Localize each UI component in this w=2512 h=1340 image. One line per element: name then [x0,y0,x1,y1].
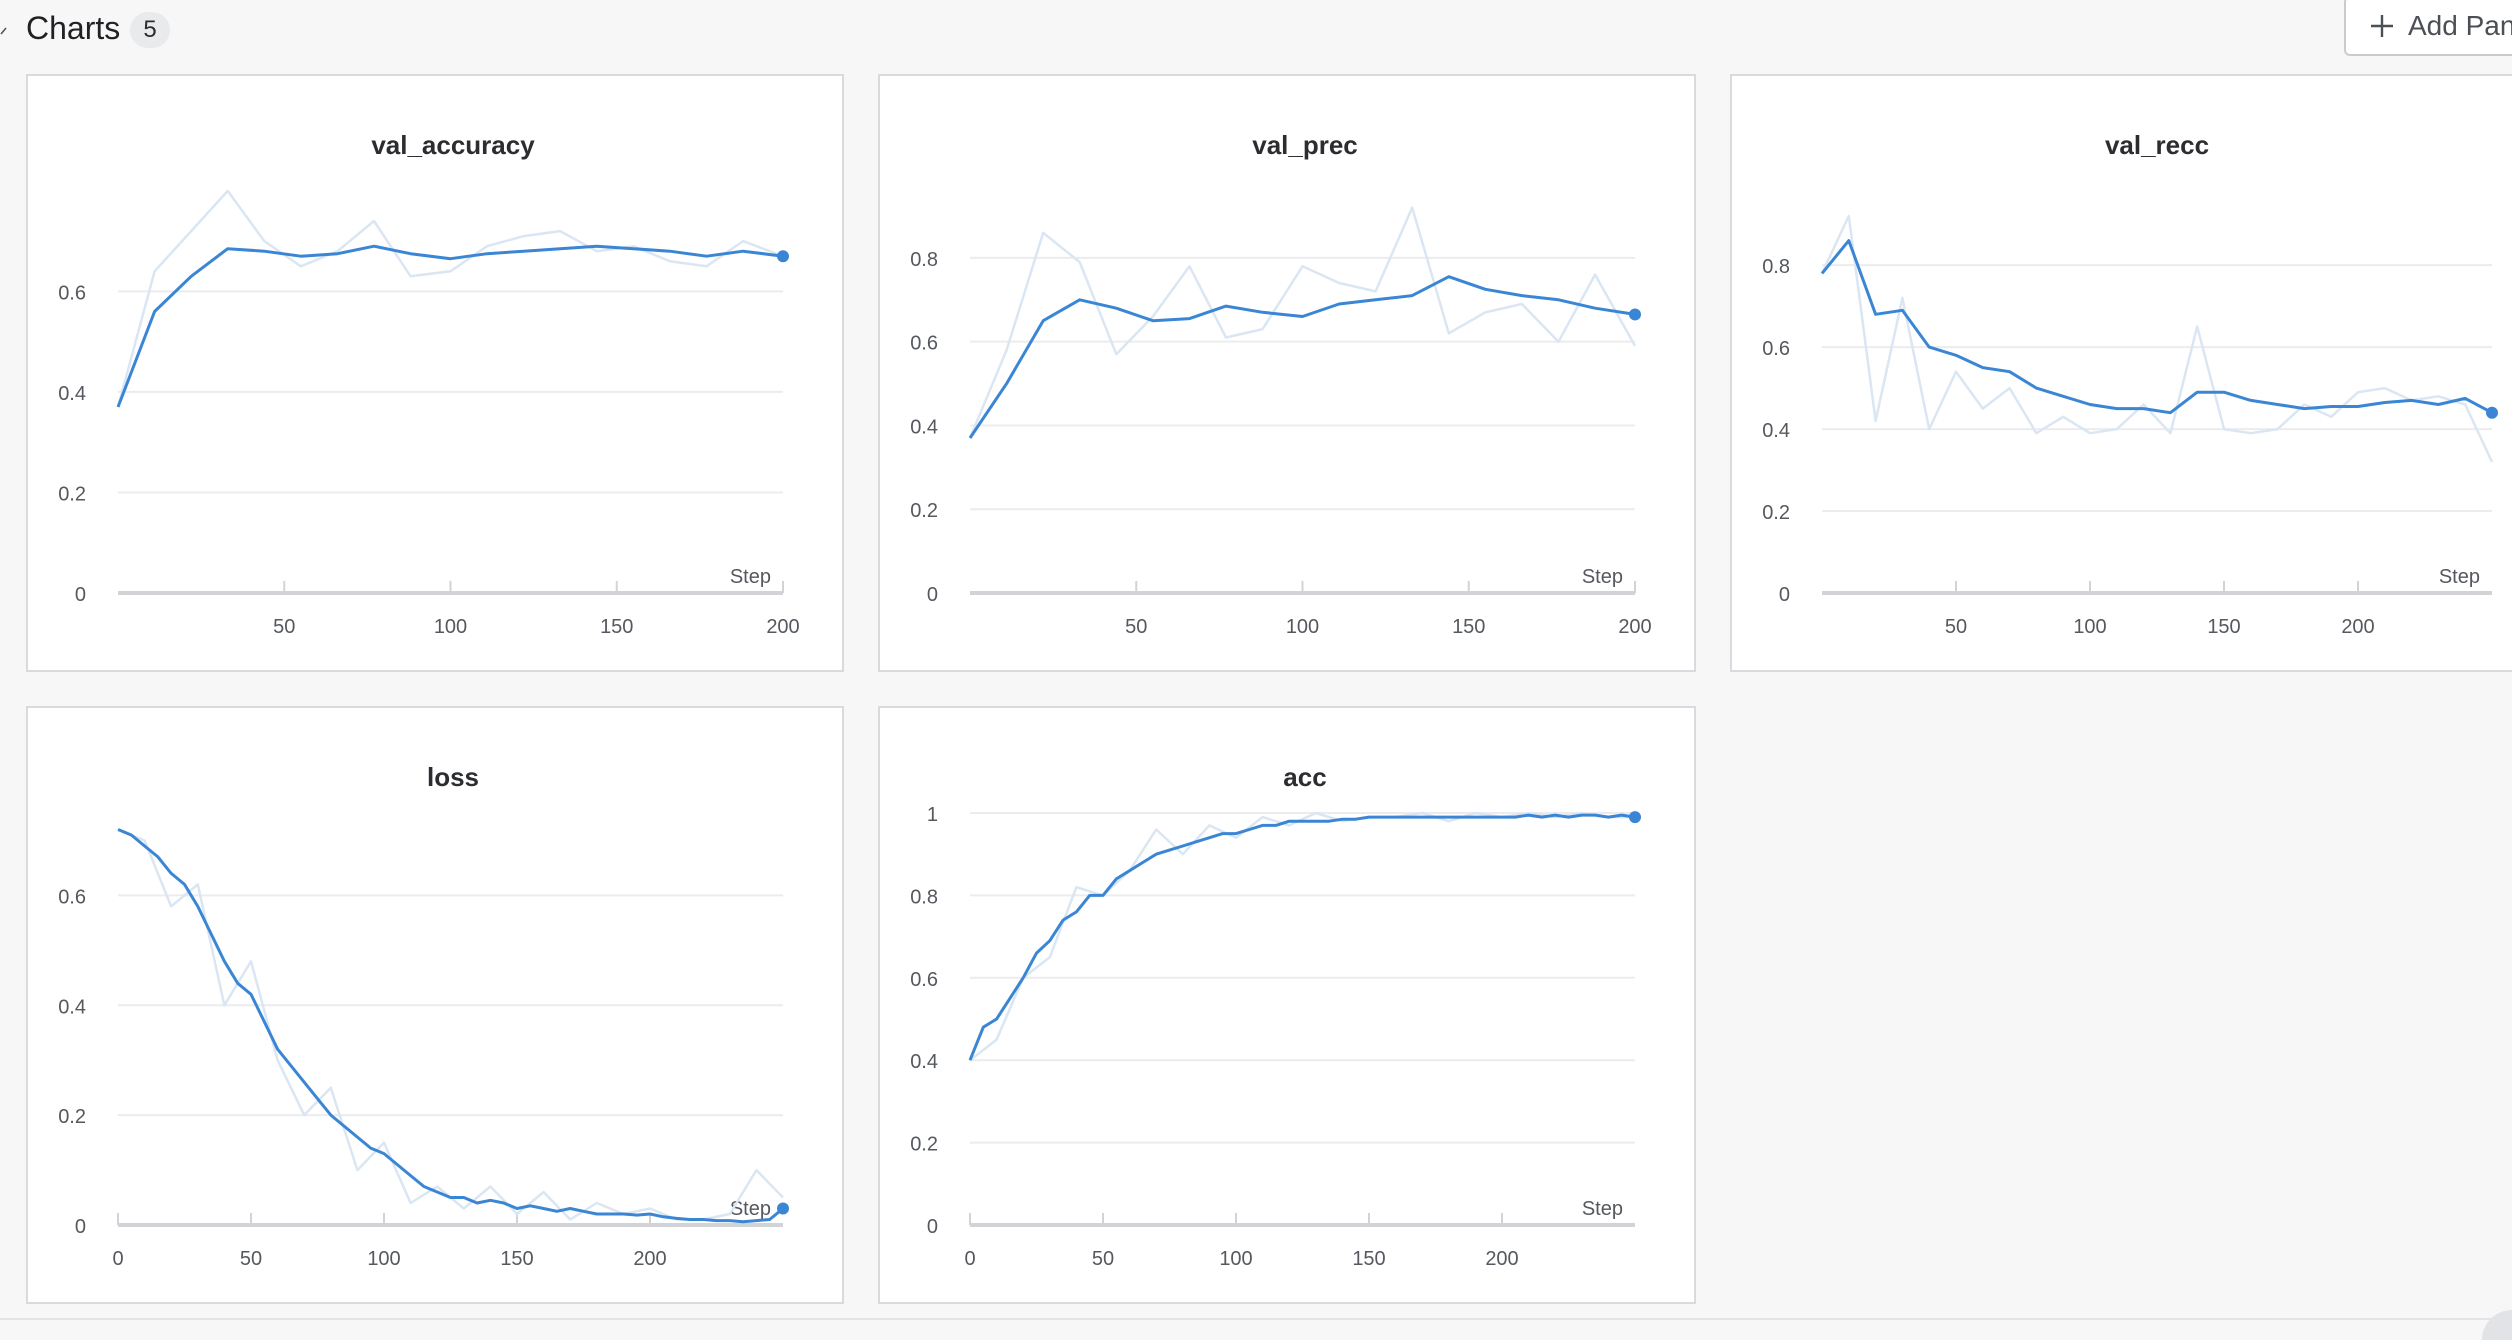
plus-icon [2371,15,2393,37]
chart-svg: loss 0 0.2 0.4 0.6 0 50 100 150 200 Step [58,762,789,1270]
chart-panel-loss[interactable]: loss 0 0.2 0.4 0.6 0 50 100 150 200 Step [26,706,844,1304]
x-tick-label: 50 [1092,1248,1114,1270]
y-tick-label: 0.2 [58,483,86,505]
x-tick-label: 100 [1286,616,1319,638]
y-tick-label: 0.2 [910,1134,938,1156]
y-tick-label: 0.6 [58,886,86,908]
x-tick-label: 150 [600,616,633,638]
y-tick-label: 0 [75,1216,86,1238]
section-title: Charts [26,10,121,46]
series-smoothed-line [1820,239,2493,415]
y-tick-label: 0 [75,584,86,606]
y-tick-label: 0.8 [910,886,938,908]
x-tick-label: 50 [1945,616,1967,638]
add-panel-label: Add Panel [2408,10,2512,41]
series-raw-line [117,828,784,1221]
y-tick-label: 0.4 [58,996,86,1018]
chart-panel-val-prec[interactable]: val_prec 0 0.2 0.4 0.6 0.8 50 100 150 200 Step [878,74,1696,672]
series-smoothed-line [116,244,784,408]
y-tick-label: 0.6 [910,333,938,355]
y-tick-label: 0.2 [910,500,938,522]
y-tick-label: 0.2 [58,1106,86,1128]
x-axis-label: Step [2439,566,2480,588]
chart-svg: val_recc 0 0.2 0.4 0.6 0.8 50 100 150 200 Step [1762,130,2498,638]
chart-panel-val-recc[interactable]: val_recc 0 0.2 0.4 0.6 0.8 50 100 150 200 Step [1730,74,2512,672]
y-tick-label: 0.8 [910,249,938,271]
x-tick-label: 200 [1485,1248,1518,1270]
y-tick-label: 0.2 [1762,502,1790,524]
chart-svg: acc 0 0.2 0.4 0.6 0.8 1 0 50 100 150 200 Step [910,762,1641,1270]
y-tick-label: 0.4 [58,383,86,405]
series-smoothed-line [968,813,1636,1061]
series-raw-line [116,189,784,408]
y-tick-label: 0.4 [910,1051,938,1073]
last-point-marker [1629,308,1641,321]
series-smoothed-line [117,828,784,1224]
series-raw-line [968,206,1637,439]
x-axis-label: Step [1582,566,1623,588]
x-tick-label: 150 [1452,616,1485,638]
series-raw-line [969,811,1635,1062]
series-raw-line [1820,214,2494,463]
y-tick-label: 0.6 [58,282,86,304]
x-tick-label: 200 [633,1248,666,1270]
x-tick-label: 150 [1352,1248,1385,1270]
chart-title: val_recc [2105,130,2209,160]
x-tick-label: 0 [112,1248,123,1270]
y-tick-label: 0 [927,1216,938,1238]
x-tick-label: 50 [1125,616,1147,638]
x-tick-label: 150 [2207,616,2240,638]
y-tick-label: 1 [927,804,938,826]
x-tick-label: 50 [240,1248,262,1270]
last-point-marker [777,250,789,263]
x-axis-label: Step [730,1198,771,1220]
x-tick-label: 100 [367,1248,400,1270]
y-tick-label: 0.6 [1762,338,1790,360]
y-tick-label: 0 [927,584,938,606]
x-axis-label: Step [1582,1198,1623,1220]
x-tick-label: 150 [500,1248,533,1270]
resize-handle-icon[interactable] [2472,1300,2512,1340]
x-tick-label: 200 [2341,616,2374,638]
x-tick-label: 200 [1618,616,1651,638]
y-tick-label: 0.4 [910,416,938,438]
chart-svg: val_accuracy 0 0.2 0.4 0.6 50 100 150 200 Step [58,130,800,638]
series-smoothed-line [968,275,1636,439]
chart-title: val_prec [1252,130,1358,160]
x-tick-label: 100 [434,616,467,638]
chevron-icon[interactable] [0,22,14,36]
chart-title: acc [1283,762,1326,792]
y-tick-label: 0 [1779,584,1790,606]
y-tick-label: 0.8 [1762,256,1790,278]
chart-panel-acc[interactable]: acc 0 0.2 0.4 0.6 0.8 1 0 50 100 150 200 Step [878,706,1696,1304]
last-point-marker [777,1202,789,1215]
section-divider [0,1318,2512,1320]
x-axis-label: Step [730,566,771,588]
chart-title: loss [427,762,479,792]
chart-title: val_accuracy [371,130,535,160]
panel-count-badge: 5 [130,12,170,48]
y-tick-label: 0.6 [910,969,938,991]
last-point-marker [1629,811,1641,824]
chart-svg: val_prec 0 0.2 0.4 0.6 0.8 50 100 150 200 Step [910,130,1652,638]
x-tick-label: 100 [2073,616,2106,638]
x-tick-label: 200 [766,616,799,638]
add-panel-button[interactable]: Add Panel [2344,0,2512,56]
x-tick-label: 0 [964,1248,975,1270]
y-tick-label: 0.4 [1762,420,1790,442]
chart-panel-val-accuracy[interactable]: val_accuracy 0 0.2 0.4 0.6 50 100 150 200 Step [26,74,844,672]
x-tick-label: 50 [273,616,295,638]
last-point-marker [2486,406,2498,419]
x-tick-label: 100 [1219,1248,1252,1270]
